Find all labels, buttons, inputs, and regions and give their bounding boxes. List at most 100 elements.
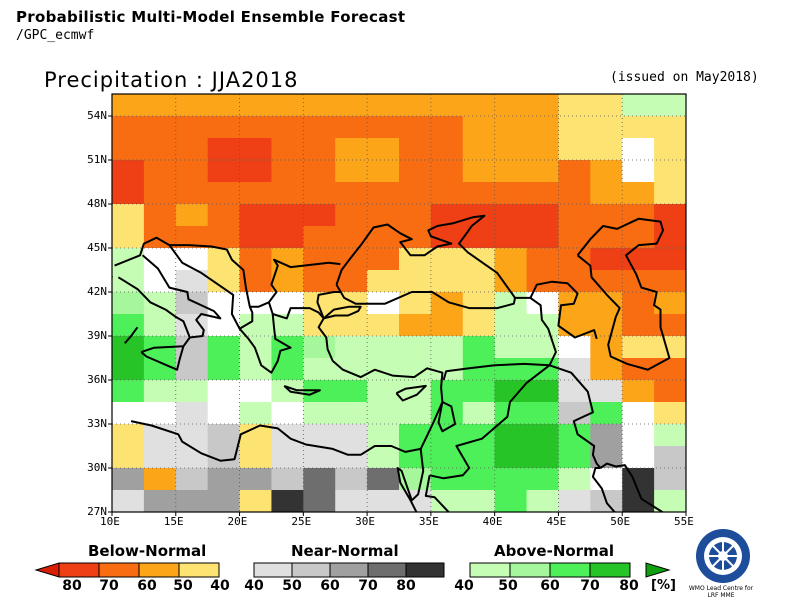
- legend-near-tick-label: 60: [320, 578, 340, 594]
- forecast-cell: [430, 314, 464, 337]
- forecast-cell: [526, 402, 559, 425]
- forecast-cell: [303, 402, 336, 425]
- forecast-cell: [526, 314, 559, 337]
- coastline: [395, 384, 427, 402]
- forecast-cell: [399, 182, 432, 205]
- forecast-cell: [590, 446, 623, 469]
- legend-near-swatch: [367, 562, 407, 578]
- forecast-cell: [239, 226, 272, 249]
- forecast-cell: [462, 446, 496, 469]
- lon-label: 55E: [674, 515, 694, 528]
- forecast-cell: [271, 182, 304, 205]
- forecast-cell: [430, 226, 464, 249]
- forecast-cell: [335, 182, 368, 205]
- legend-above-title: Above-Normal: [494, 542, 614, 560]
- forecast-cell: [462, 94, 496, 117]
- forecast-cell: [430, 248, 464, 271]
- forecast-cell: [207, 336, 241, 359]
- forecast-cell: [590, 336, 623, 359]
- forecast-cell: [367, 94, 400, 117]
- forecast-cell: [494, 490, 528, 512]
- forecast-cell: [175, 424, 209, 447]
- forecast-cell: [175, 336, 209, 359]
- forecast-cell: [175, 358, 209, 381]
- legend-below-arrow: [34, 562, 60, 578]
- forecast-cell: [335, 94, 368, 117]
- forecast-cell: [622, 94, 655, 117]
- forecast-cell: [239, 204, 272, 227]
- forecast-cell: [654, 336, 686, 359]
- forecast-cell: [558, 248, 591, 271]
- forecast-cell: [271, 270, 304, 293]
- forecast-cell: [462, 182, 496, 205]
- forecast-cell: [590, 116, 623, 139]
- forecast-cell: [335, 160, 368, 183]
- coastline: [140, 345, 185, 371]
- forecast-cell: [526, 138, 559, 161]
- forecast-cell: [175, 138, 209, 161]
- forecast-cell: [239, 138, 272, 161]
- forecast-cell: [399, 116, 432, 139]
- forecast-cell: [622, 292, 655, 315]
- forecast-cell: [143, 424, 177, 447]
- issued-date: (issued on May2018): [610, 70, 759, 85]
- coastline: [424, 475, 450, 512]
- forecast-cell: [175, 468, 209, 491]
- forecast-cell: [271, 138, 304, 161]
- legend-below-tick-label: 50: [173, 578, 193, 594]
- forecast-cell: [462, 402, 496, 425]
- forecast-cell: [526, 94, 559, 117]
- forecast-cell: [112, 468, 145, 491]
- forecast-cell: [462, 314, 496, 337]
- forecast-cell: [112, 94, 145, 117]
- forecast-cell: [335, 336, 368, 359]
- forecast-cell: [494, 336, 528, 359]
- legend-near-tick-label: 70: [358, 578, 378, 594]
- lon-label: 35E: [418, 515, 439, 528]
- lat-label: 27N: [87, 505, 107, 518]
- forecast-cell: [303, 358, 336, 381]
- forecast-cell: [558, 424, 591, 447]
- forecast-cell: [430, 424, 464, 447]
- forecast-cell: [335, 138, 368, 161]
- forecast-cell: [526, 490, 559, 512]
- lat-label: 39N: [87, 329, 107, 342]
- forecast-cell: [143, 446, 177, 469]
- wmo-logo-icon: [696, 529, 750, 583]
- forecast-cell: [303, 424, 336, 447]
- forecast-cell: [112, 402, 145, 425]
- forecast-cell: [558, 358, 591, 381]
- forecast-cell: [303, 94, 336, 117]
- coastline: [335, 214, 517, 310]
- lon-label: 10E: [100, 515, 120, 528]
- forecast-cell: [143, 226, 177, 249]
- forecast-cell: [175, 226, 209, 249]
- forecast-cell: [271, 490, 304, 512]
- forecast-cell: [143, 204, 177, 227]
- forecast-cell: [654, 204, 686, 227]
- forecast-cell: [654, 380, 686, 403]
- forecast-cell: [271, 314, 304, 337]
- forecast-cell: [430, 292, 464, 315]
- forecast-cell: [239, 314, 272, 337]
- forecast-cell: [239, 402, 272, 425]
- forecast-cell: [622, 380, 655, 403]
- forecast-cell: [303, 270, 336, 293]
- legend-below-title: Below-Normal: [88, 542, 207, 560]
- forecast-cell: [399, 314, 432, 337]
- forecast-cell: [367, 160, 400, 183]
- forecast-cell: [558, 160, 591, 183]
- forecast-cell: [654, 292, 686, 315]
- forecast-cell: [175, 160, 209, 183]
- forecast-cell: [367, 468, 400, 491]
- forecast-cell: [590, 358, 623, 381]
- forecast-cell: [622, 336, 655, 359]
- forecast-cell: [112, 446, 145, 469]
- forecast-cell: [430, 380, 464, 403]
- forecast-cell: [526, 468, 559, 491]
- coastline: [429, 364, 551, 480]
- forecast-cell: [335, 424, 368, 447]
- forecast-cell: [271, 116, 304, 139]
- forecast-cell: [239, 160, 272, 183]
